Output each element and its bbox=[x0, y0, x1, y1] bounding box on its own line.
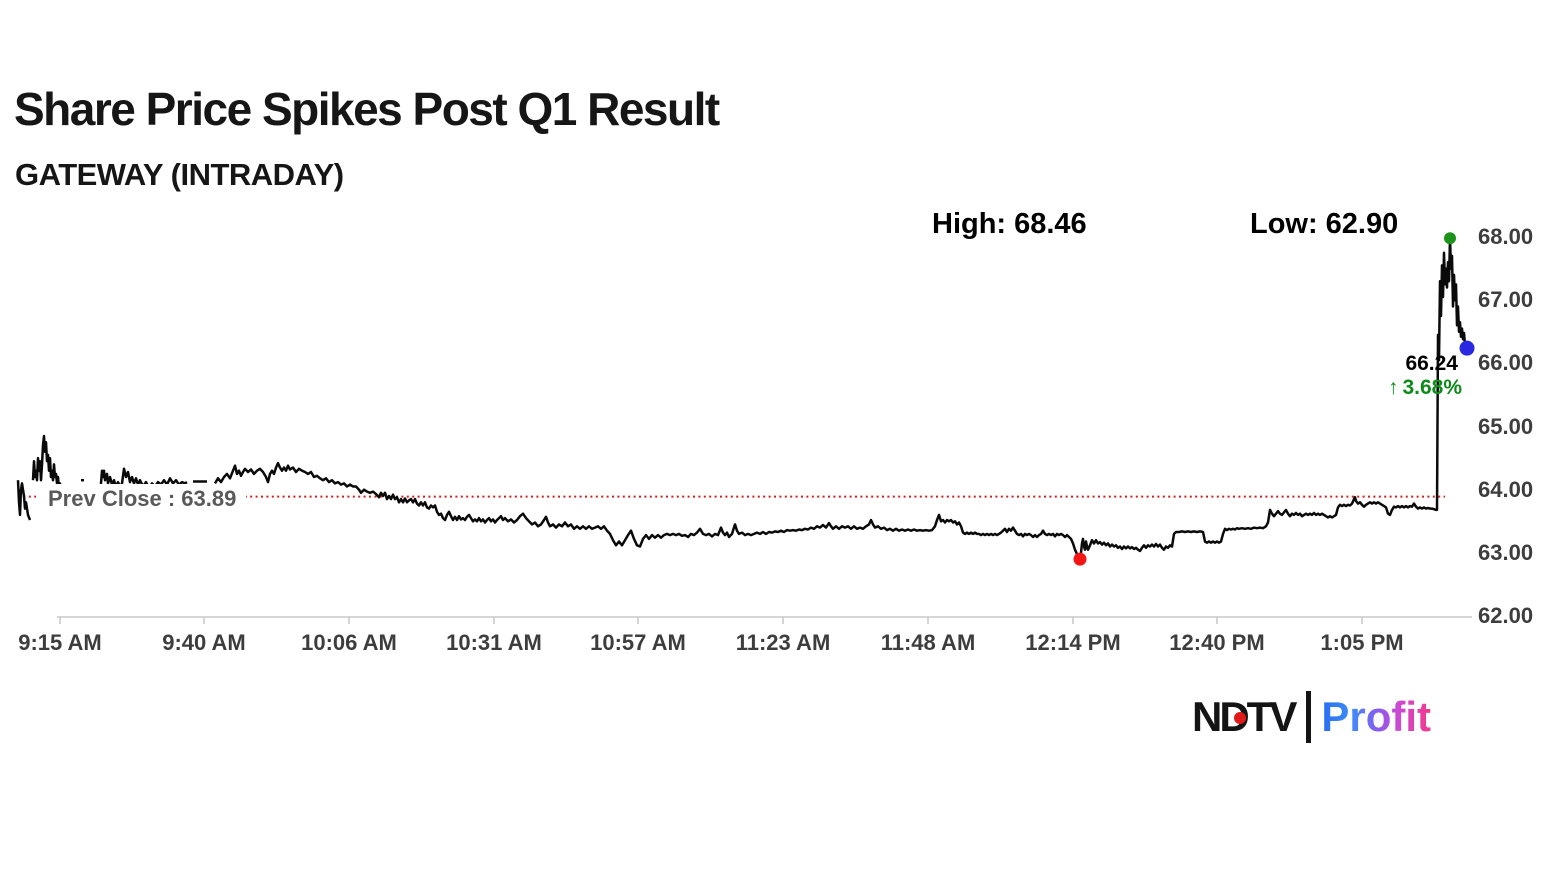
x-tick-label: 11:48 AM bbox=[880, 630, 976, 655]
low-label: Low: bbox=[1250, 208, 1318, 240]
x-tick-label: 10:06 AM bbox=[301, 630, 397, 655]
price-line bbox=[98, 467, 188, 493]
page-title: Share Price Spikes Post Q1 Result bbox=[14, 83, 720, 135]
low-value: 62.90 bbox=[1325, 208, 1399, 240]
x-tick-label: 1:05 PM bbox=[1320, 630, 1404, 655]
low-marker-dot bbox=[1073, 552, 1087, 566]
price-line bbox=[16, 480, 32, 521]
x-tick-label: 11:23 AM bbox=[735, 630, 831, 655]
logo-separator-bar bbox=[1306, 691, 1312, 743]
x-tick-label: 10:57 AM bbox=[590, 630, 686, 655]
change-label: ↑ 3.68% bbox=[1388, 376, 1462, 400]
x-tick-label: 9:40 AM bbox=[162, 630, 246, 655]
high-annotation: High: 68.46 bbox=[932, 208, 1087, 241]
high-label: High: bbox=[932, 208, 1007, 240]
high-value: 68.46 bbox=[1014, 208, 1087, 240]
high-marker-dot bbox=[1444, 232, 1456, 245]
y-tick-label: 67.00 bbox=[1478, 287, 1534, 313]
x-tick-label: 12:14 PM bbox=[1025, 630, 1121, 655]
x-tick-label: 12:40 PM bbox=[1169, 630, 1265, 655]
y-tick-label: 66.00 bbox=[1478, 350, 1534, 376]
x-tick-label: 9:15 AM bbox=[18, 630, 102, 655]
up-arrow-icon: ↑ bbox=[1387, 376, 1399, 399]
ndtv-profit-logo: NDTV Profit bbox=[1192, 688, 1472, 746]
price-line bbox=[31, 434, 65, 491]
y-tick-label: 65.00 bbox=[1478, 413, 1534, 439]
price-line bbox=[213, 237, 1469, 561]
last-price-label: 66.24 bbox=[1405, 352, 1458, 375]
prev-close-label: Prev Close : 63.89 bbox=[36, 484, 247, 515]
low-annotation: Low: 62.90 bbox=[1250, 208, 1398, 241]
y-tick-label: 63.00 bbox=[1478, 539, 1534, 565]
change-percent: 3.68% bbox=[1402, 376, 1462, 399]
y-tick-label: 68.00 bbox=[1478, 224, 1534, 249]
profit-logo-text: Profit bbox=[1321, 693, 1431, 740]
chart-subtitle: GATEWAY (INTRADAY) bbox=[15, 157, 344, 192]
ndtv-red-dot-icon bbox=[1234, 712, 1246, 724]
high-low-row: High: 68.46 Low: 62.90 bbox=[0, 208, 1555, 244]
x-tick-label: 10:31 AM bbox=[446, 630, 542, 655]
y-tick-label: 64.00 bbox=[1478, 476, 1534, 502]
y-tick-label: 62.00 bbox=[1478, 603, 1534, 628]
last-marker-dot bbox=[1459, 340, 1475, 356]
